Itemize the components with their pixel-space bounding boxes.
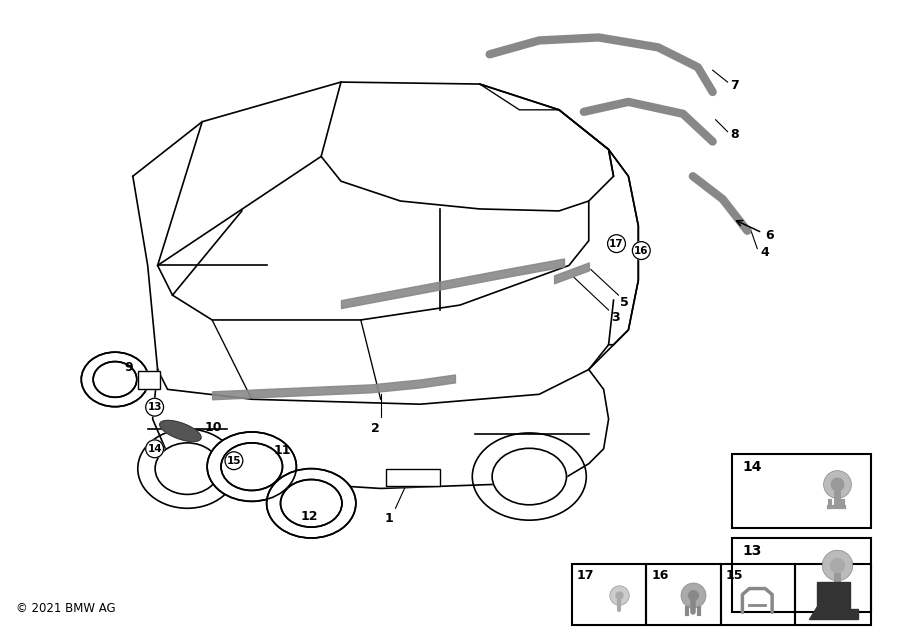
Polygon shape <box>159 420 201 442</box>
Bar <box>733 538 871 612</box>
Text: 7: 7 <box>731 79 739 91</box>
Circle shape <box>146 398 164 416</box>
Text: 17: 17 <box>609 239 624 249</box>
Bar <box>138 372 159 389</box>
Text: 13: 13 <box>148 402 162 412</box>
Text: 13: 13 <box>742 544 761 558</box>
Circle shape <box>633 242 650 260</box>
Text: 9: 9 <box>124 361 133 374</box>
Text: 6: 6 <box>765 229 774 242</box>
Text: © 2021 BMW AG: © 2021 BMW AG <box>16 602 115 616</box>
Text: 15: 15 <box>227 455 241 466</box>
Bar <box>646 564 721 625</box>
Text: 16: 16 <box>634 246 649 256</box>
Ellipse shape <box>472 433 586 520</box>
Text: 8: 8 <box>731 128 739 141</box>
Polygon shape <box>809 581 859 619</box>
Bar <box>572 564 646 625</box>
Text: 5: 5 <box>620 295 629 309</box>
Text: 3: 3 <box>612 311 620 324</box>
Ellipse shape <box>281 479 342 527</box>
Text: 10: 10 <box>204 420 221 433</box>
Bar <box>795 564 871 625</box>
Ellipse shape <box>155 443 220 495</box>
Text: 2: 2 <box>372 423 380 435</box>
Circle shape <box>608 235 625 253</box>
Ellipse shape <box>266 469 356 538</box>
Text: 4: 4 <box>760 246 769 259</box>
Bar <box>733 454 871 528</box>
Text: 16: 16 <box>652 569 669 582</box>
Text: 14: 14 <box>742 460 762 474</box>
Text: 15: 15 <box>725 569 743 582</box>
Circle shape <box>146 440 164 458</box>
Ellipse shape <box>492 449 566 505</box>
Text: 1: 1 <box>384 512 393 525</box>
Bar <box>721 564 795 625</box>
Text: 512206: 512206 <box>829 605 871 616</box>
Ellipse shape <box>221 443 283 490</box>
Bar <box>733 538 871 612</box>
Bar <box>385 469 440 486</box>
Bar <box>385 469 440 486</box>
Ellipse shape <box>207 432 296 501</box>
Ellipse shape <box>81 352 148 407</box>
Bar <box>138 372 159 389</box>
Text: 17: 17 <box>577 569 594 582</box>
Bar <box>733 454 871 528</box>
Bar <box>721 564 795 625</box>
Ellipse shape <box>94 362 137 398</box>
Circle shape <box>225 452 243 469</box>
Ellipse shape <box>138 429 237 508</box>
Text: 12: 12 <box>301 510 318 523</box>
Bar <box>572 564 646 625</box>
Text: 14: 14 <box>148 444 162 454</box>
Text: 11: 11 <box>274 444 291 457</box>
Bar <box>646 564 721 625</box>
Bar <box>795 564 871 625</box>
